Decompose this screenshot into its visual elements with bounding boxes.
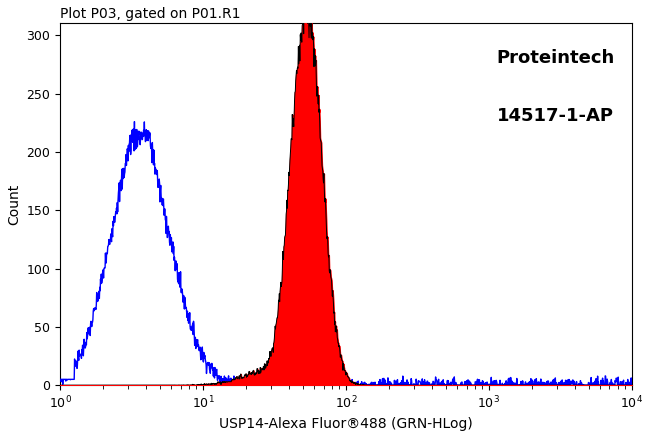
Y-axis label: Count: Count	[7, 184, 21, 225]
X-axis label: USP14-Alexa Fluor®488 (GRN-HLog): USP14-Alexa Fluor®488 (GRN-HLog)	[219, 417, 473, 431]
Text: 14517-1-AP: 14517-1-AP	[497, 107, 614, 125]
Text: Plot P03, gated on P01.R1: Plot P03, gated on P01.R1	[60, 7, 240, 21]
Text: Proteintech: Proteintech	[496, 49, 614, 67]
